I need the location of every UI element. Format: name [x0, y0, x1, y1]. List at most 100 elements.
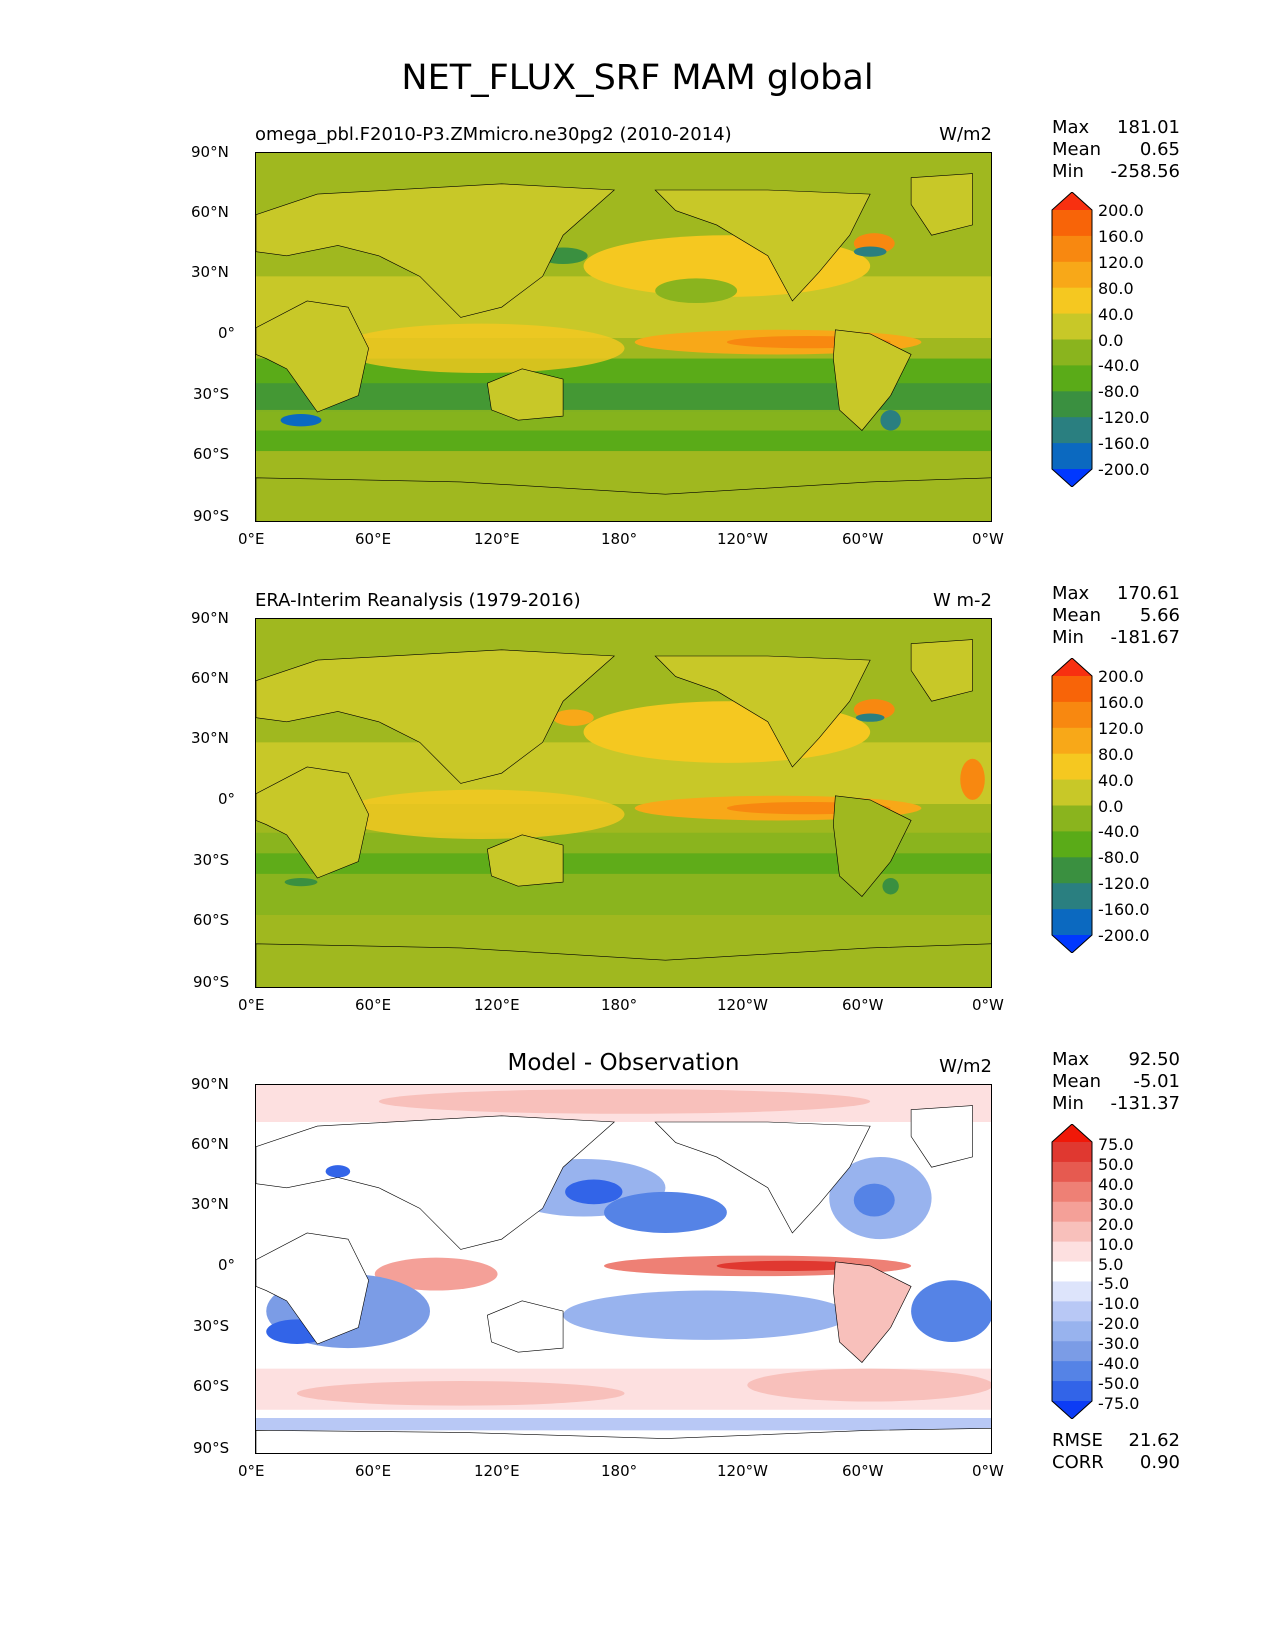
- colorbar-tick-label: 20.0: [1098, 1214, 1134, 1234]
- lon-tick: 0°E: [238, 996, 265, 1014]
- colorbar-segment: [1052, 1142, 1092, 1163]
- colorbar-tick-label: 40.0: [1098, 1174, 1134, 1194]
- colorbar-tick-label: -40.0: [1098, 1354, 1140, 1374]
- colorbar-segment: [1052, 883, 1092, 910]
- lon-tick: 60°E: [355, 530, 392, 548]
- panel-title: omega_pbl.F2010-P3.ZMmicro.ne30pg2 (2010…: [255, 124, 732, 145]
- colorbar-tick-label: 80.0: [1098, 278, 1134, 298]
- lon-tick: 120°W: [717, 996, 768, 1014]
- colorbar-tick-label: -20.0: [1098, 1314, 1140, 1334]
- lon-tick: 120°W: [717, 1462, 768, 1480]
- stats-labels: Max Mean Min: [1052, 1049, 1101, 1115]
- stats-values: 92.50 -5.01 -131.37: [1100, 1049, 1180, 1115]
- colorbar-tick-label: 120.0: [1098, 252, 1144, 272]
- lon-tick: 0°E: [238, 1462, 265, 1480]
- lat-tick: 0°: [218, 790, 236, 808]
- lon-tick: 120°W: [717, 530, 768, 548]
- max-label: Max: [1052, 117, 1090, 138]
- mean-value: -5.01: [1133, 1071, 1180, 1092]
- rmse-label: RMSE: [1052, 1430, 1103, 1451]
- colorbar-tick-label: 200.0: [1098, 667, 1144, 686]
- lat-tick: 30°N: [191, 263, 229, 281]
- lat-tick: 0°: [218, 324, 236, 342]
- colorbar-tick-label: 5.0: [1098, 1254, 1124, 1274]
- lat-tick: 30°S: [193, 851, 230, 869]
- figure-title: NET_FLUX_SRF MAM global: [401, 58, 874, 98]
- lat-tick: 30°N: [191, 729, 229, 747]
- colorbar-tick-label: -80.0: [1098, 382, 1140, 402]
- colorbar-segment: [1052, 1181, 1092, 1203]
- colorbar-outline: [1051, 192, 1093, 487]
- stats-labels: Max Mean Min: [1052, 117, 1101, 183]
- colorbar-tick-label: 30.0: [1098, 1194, 1134, 1214]
- mean-value: 5.66: [1139, 605, 1180, 626]
- colorbar-segment: [1052, 365, 1092, 392]
- min-value: -131.37: [1110, 1093, 1180, 1114]
- stats-labels: Max Mean Min: [1052, 583, 1101, 649]
- metrics-values: 21.62 0.90: [1100, 1430, 1180, 1474]
- colorbar-segment: [1052, 391, 1092, 418]
- rmse-value: 21.62: [1128, 1430, 1180, 1451]
- colorbar-tick-label: -75.0: [1098, 1394, 1140, 1413]
- lat-tick: 60°N: [191, 1135, 229, 1153]
- colorbar-tick-label: -200.0: [1098, 460, 1150, 479]
- colorbar-tick-label: -120.0: [1098, 408, 1150, 428]
- colorbar-tick-label: 75.0: [1098, 1135, 1134, 1154]
- colorbar-tick-label: -10.0: [1098, 1294, 1140, 1314]
- panel-units: W m-2: [932, 590, 992, 611]
- lat-tick: 60°N: [191, 669, 229, 687]
- colorbar-segment: [1052, 1161, 1092, 1183]
- colorbar-tick-label: 40.0: [1098, 770, 1134, 790]
- colorbar-extend-min: [1052, 469, 1092, 487]
- colorbar-tick-label: -160.0: [1098, 434, 1150, 454]
- max-value: 92.50: [1128, 1049, 1180, 1070]
- colorbar: [1051, 1124, 1093, 1419]
- map-model: [255, 152, 992, 522]
- lon-tick: 180°: [601, 996, 638, 1014]
- colorbar-segment: [1052, 339, 1092, 366]
- colorbar-segment: [1052, 1301, 1092, 1322]
- colorbar-tick-label: -80.0: [1098, 848, 1140, 868]
- colorbar-tick-label: 10.0: [1098, 1234, 1134, 1254]
- colorbar-segment: [1052, 831, 1092, 858]
- colorbar-tick-label: 160.0: [1098, 226, 1144, 246]
- colorbar-tick-label: -40.0: [1098, 356, 1140, 376]
- colorbar-segment: [1052, 210, 1092, 237]
- min-label: Min: [1052, 627, 1084, 648]
- mean-label: Mean: [1052, 1071, 1102, 1092]
- colorbar-outline: [1051, 658, 1093, 953]
- lon-tick: 120°E: [474, 996, 520, 1014]
- lat-tick: 90°N: [191, 609, 229, 627]
- min-label: Min: [1052, 1093, 1084, 1114]
- colorbar-segment: [1052, 701, 1092, 729]
- lon-tick: 0°W: [972, 1462, 1004, 1480]
- colorbar-tick-label: -5.0: [1098, 1274, 1130, 1294]
- colorbar-tick-label: -160.0: [1098, 900, 1150, 920]
- lon-tick: 0°W: [972, 530, 1004, 548]
- lon-tick: 120°E: [474, 1462, 520, 1480]
- mean-label: Mean: [1052, 605, 1102, 626]
- colorbar-tick-label: 200.0: [1098, 201, 1144, 220]
- colorbar-segment: [1052, 676, 1092, 703]
- lat-tick: 90°S: [193, 1439, 230, 1457]
- colorbar-segment: [1052, 313, 1092, 340]
- colorbar-extend-max: [1052, 192, 1092, 210]
- lon-tick: 180°: [601, 1462, 638, 1480]
- lat-tick: 90°S: [193, 507, 230, 525]
- colorbar-extend-min: [1052, 1401, 1092, 1419]
- mean-label: Mean: [1052, 139, 1102, 160]
- colorbar-tick-label: -30.0: [1098, 1334, 1140, 1354]
- lon-tick: 60°W: [842, 530, 884, 548]
- colorbar-segment: [1052, 1341, 1092, 1362]
- min-label: Min: [1052, 161, 1084, 182]
- colorbar-segment: [1052, 1201, 1092, 1223]
- colorbar-segment: [1052, 727, 1092, 755]
- colorbar-tick-label: -200.0: [1098, 926, 1150, 945]
- colorbar-segment: [1052, 857, 1092, 884]
- lon-tick: 0°W: [972, 996, 1004, 1014]
- colorbar-outline: [1051, 1124, 1093, 1419]
- map-obs: [255, 618, 992, 988]
- min-value: -258.56: [1110, 161, 1180, 182]
- lat-tick: 30°S: [193, 385, 230, 403]
- panel-units: W/m2: [939, 1056, 992, 1077]
